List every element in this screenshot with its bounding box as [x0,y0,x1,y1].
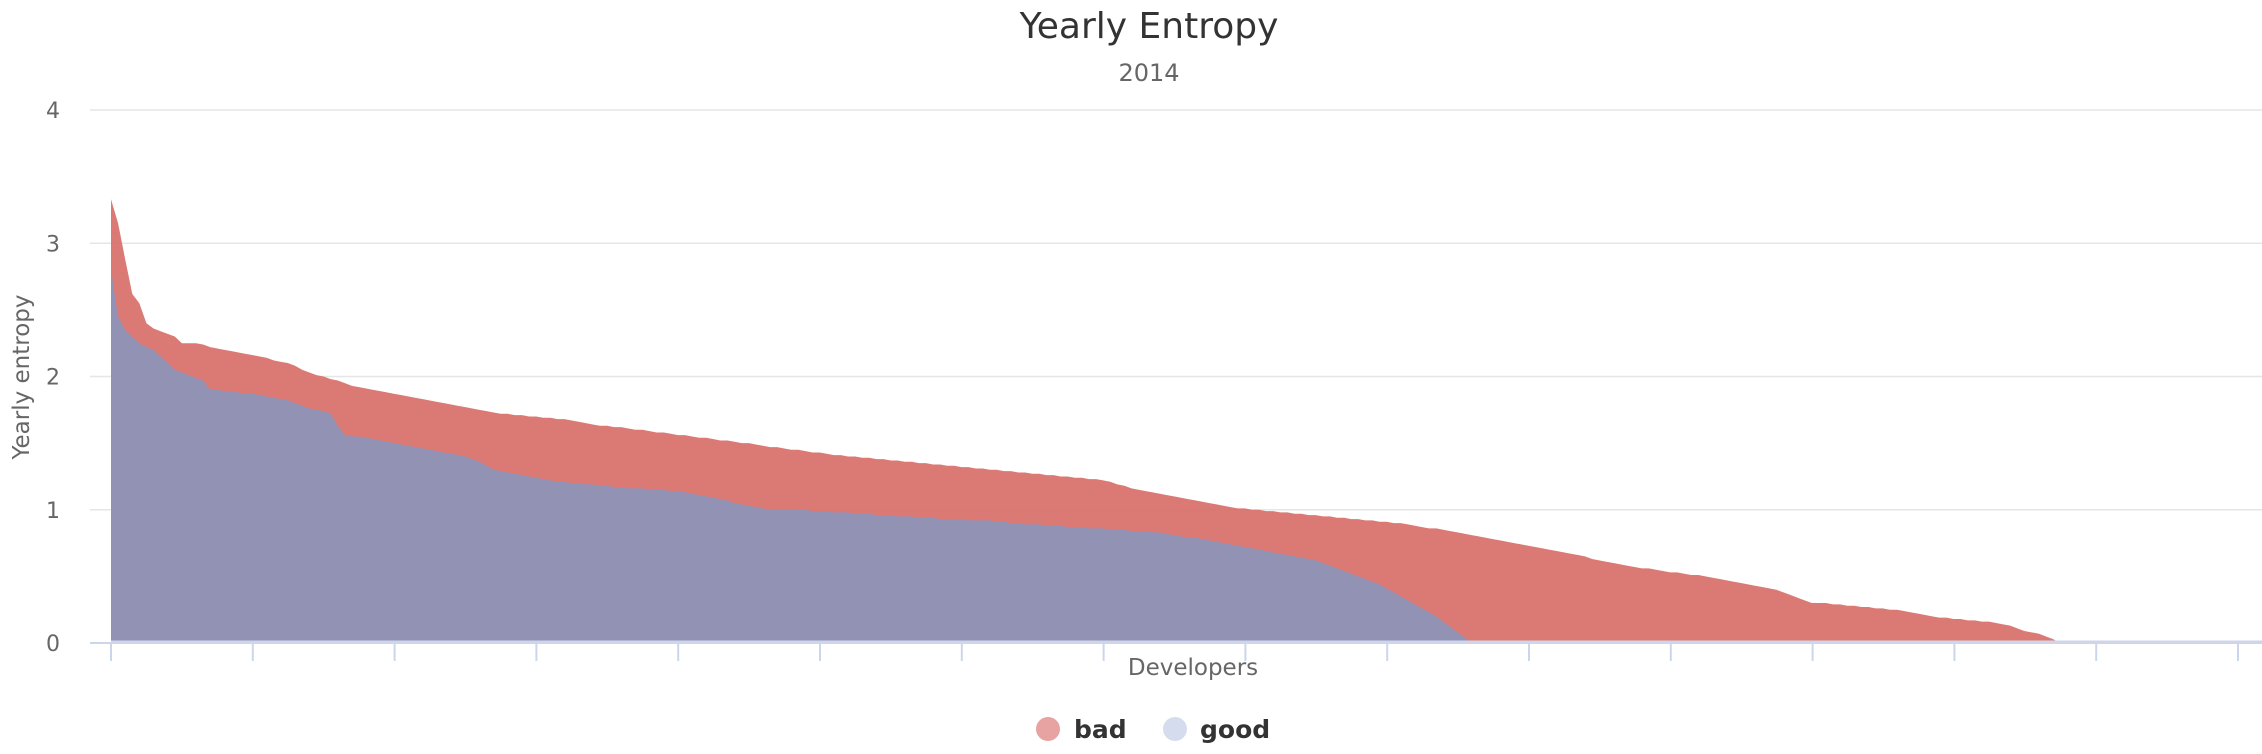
legend-item-good[interactable]: good [1163,715,1270,744]
legend-label-good: good [1200,715,1270,744]
legend-swatch-good [1163,717,1187,741]
legend[interactable]: bad good [1036,715,1270,744]
axis-layer: 0 1 2 3 4 [46,99,2239,661]
y-tick-label: 2 [46,366,60,391]
y-tick-label: 4 [46,99,60,124]
x-axis-title: Developers [1128,655,1258,681]
chart-subtitle: 2014 [1118,59,1179,87]
legend-label-bad: bad [1074,715,1127,744]
area-good[interactable] [111,269,2262,643]
chart-title: Yearly Entropy [1019,6,1279,47]
y-axis-title: Yearly entropy [9,295,35,461]
legend-swatch-bad [1036,717,1060,741]
y-tick-label: 3 [46,232,60,257]
series-good [111,269,2262,643]
legend-item-bad[interactable]: bad [1036,715,1127,744]
series-layer [111,199,2262,644]
y-tick-label: 0 [46,632,60,657]
y-tick-label: 1 [46,499,60,524]
